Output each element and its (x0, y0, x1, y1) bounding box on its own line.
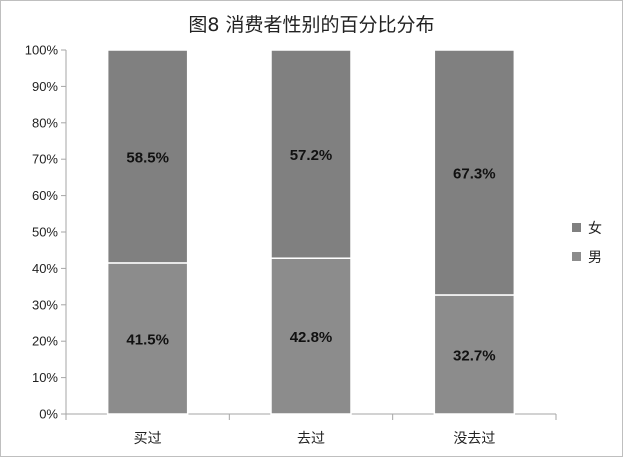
y-tick-label: 50% (32, 225, 58, 240)
bar-male (270, 257, 352, 415)
y-tick-label: 100% (25, 43, 59, 58)
chart-title: 图8 消费者性别的百分比分布 (188, 14, 435, 36)
y-tick-label: 0% (39, 407, 58, 422)
legend-label: 女 (588, 220, 602, 237)
legend-label: 男 (588, 250, 602, 266)
x-category-label: 去过 (297, 431, 325, 447)
bar-male (433, 294, 516, 415)
data-label: 42.8% (290, 329, 333, 346)
data-label: 41.5% (126, 331, 169, 348)
y-tick-label: 20% (32, 334, 58, 349)
y-tick-label: 60% (32, 188, 58, 203)
bar-female (270, 49, 352, 259)
bar-female (433, 49, 516, 296)
data-label: 32.7% (453, 347, 496, 364)
bar-female (106, 49, 189, 264)
bar-male (106, 262, 189, 415)
x-category-label: 买过 (134, 431, 162, 447)
y-tick-label: 30% (32, 297, 58, 312)
data-label: 57.2% (290, 147, 333, 164)
legend-swatch (572, 252, 581, 261)
data-label: 67.3% (453, 165, 496, 182)
y-tick-label: 40% (32, 261, 58, 276)
y-tick-label: 70% (32, 152, 58, 167)
legend-swatch (572, 223, 581, 232)
x-category-label: 没去过 (453, 431, 495, 447)
y-tick-label: 80% (32, 115, 58, 130)
y-tick-label: 90% (32, 79, 58, 94)
y-tick-label: 10% (32, 370, 58, 385)
data-label: 58.5% (126, 149, 169, 166)
